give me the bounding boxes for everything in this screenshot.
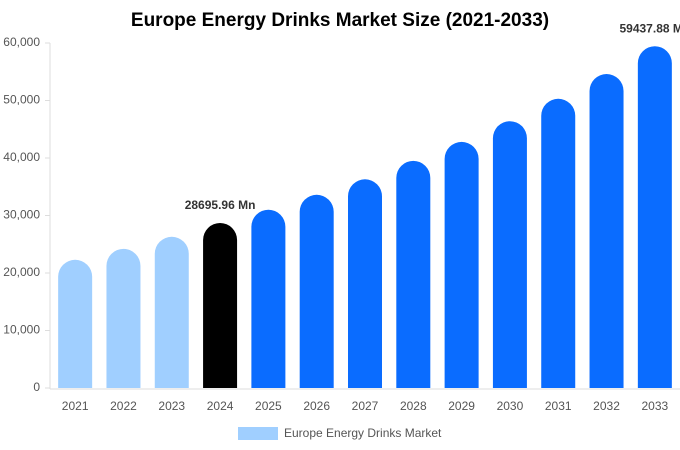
x-tick-label: 2031	[545, 399, 572, 413]
bar	[589, 74, 624, 389]
bar	[348, 179, 382, 388]
y-tick-label: 20,000	[3, 265, 40, 279]
x-tick-label: 2028	[400, 399, 427, 413]
bar	[396, 160, 431, 388]
x-tick-label: 2029	[448, 399, 475, 413]
x-tick-label: 2030	[497, 399, 524, 413]
x-tick-label: 2027	[352, 399, 379, 413]
x-tick-label: 2022	[110, 399, 137, 413]
legend-swatch	[238, 427, 278, 440]
bar	[541, 98, 576, 389]
x-tick-label: 2024	[207, 399, 234, 413]
bar	[251, 209, 286, 388]
y-tick-label: 60,000	[3, 35, 40, 49]
x-tick-label: 2033	[641, 399, 668, 413]
x-tick-label: 2025	[255, 399, 282, 413]
value-label: 28695.96 Mn	[185, 198, 256, 212]
x-tick-label: 2021	[62, 399, 89, 413]
y-tick-label: 40,000	[3, 150, 40, 164]
legend-label: Europe Energy Drinks Market	[284, 426, 442, 440]
bar	[299, 194, 334, 388]
bar	[444, 141, 479, 388]
y-tick-label: 50,000	[3, 93, 40, 107]
y-tick-label: 30,000	[3, 208, 40, 222]
bar	[637, 46, 672, 389]
bar	[106, 248, 141, 388]
y-tick-label: 0	[33, 380, 40, 394]
x-tick-label: 2026	[303, 399, 330, 413]
chart-title: Europe Energy Drinks Market Size (2021-2…	[131, 10, 549, 31]
x-tick-label: 2032	[593, 399, 620, 413]
value-label: 59437.88 Mn	[619, 21, 680, 35]
bar	[58, 259, 93, 388]
bar	[203, 222, 238, 388]
bar	[154, 236, 189, 388]
y-tick-label: 10,000	[3, 323, 40, 337]
x-tick-label: 2023	[158, 399, 185, 413]
bar	[492, 121, 527, 388]
